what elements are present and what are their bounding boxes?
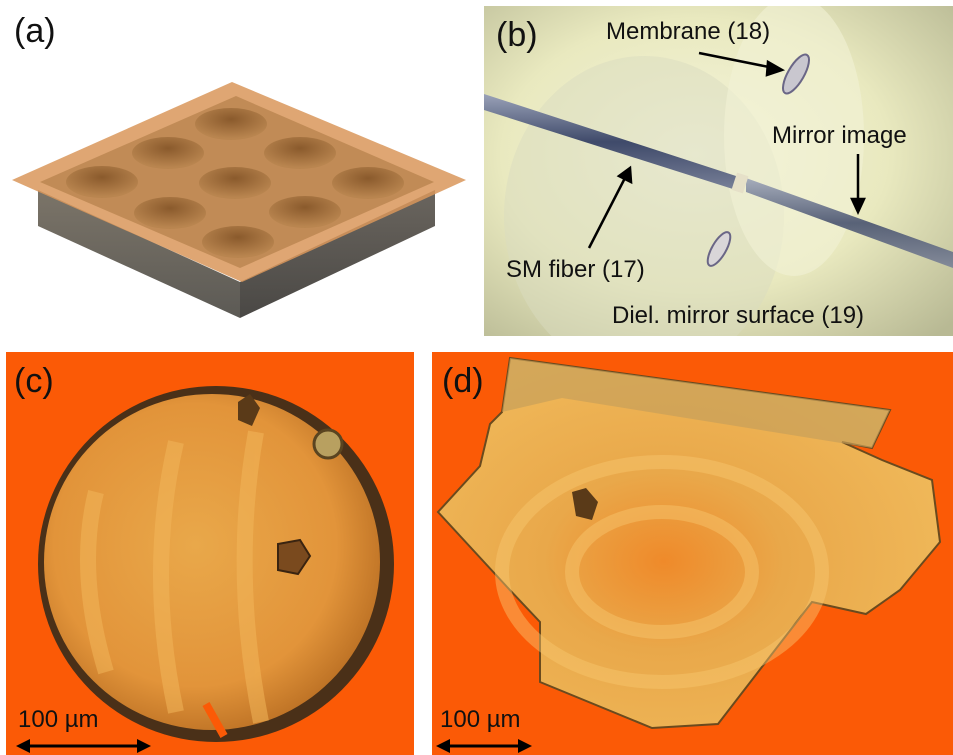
membrane-chip-schematic (12, 82, 466, 318)
membrane (782, 53, 810, 95)
panel-label-b: (b) (496, 16, 538, 54)
sm-fiber (484, 94, 736, 190)
panel-label-d: (d) (442, 362, 484, 400)
label-mirror-image: Mirror image (772, 122, 907, 149)
membrane-reflection (706, 231, 732, 267)
panel-b: (b) Membrane (18) Mirror image SM fiber … (484, 6, 953, 336)
folded-edge (502, 358, 890, 448)
debris-particle (238, 394, 260, 426)
panel-d: (d) 100 µm (432, 352, 953, 755)
membrane-disc (44, 394, 380, 730)
scale-bar-label-d: 100 µm (440, 706, 521, 733)
membrane-flake (436, 356, 942, 730)
circular-membrane-micrograph (6, 352, 414, 755)
debris-particle (572, 488, 598, 520)
scale-bar-label-c: 100 µm (18, 706, 99, 733)
debris-particle (277, 538, 312, 576)
label-mirror-surface: Diel. mirror surface (19) (612, 302, 865, 329)
hole-array (66, 108, 404, 258)
chip-side-left (38, 190, 240, 318)
fiber-mirror-image (746, 178, 953, 268)
chip-side-right (240, 190, 435, 318)
panel-c: (c) 100 µm (6, 352, 414, 755)
annotation-arrows (587, 51, 866, 249)
label-sm-fiber: SM fiber (17) (506, 256, 645, 283)
panel-label-c: (c) (14, 362, 54, 400)
panel-label-a: (a) (14, 12, 56, 50)
polygonal-membrane-micrograph (432, 352, 953, 755)
panel-a: (a) (0, 0, 475, 340)
fiber-photo (484, 6, 953, 336)
label-membrane: Membrane (18) (606, 18, 771, 45)
